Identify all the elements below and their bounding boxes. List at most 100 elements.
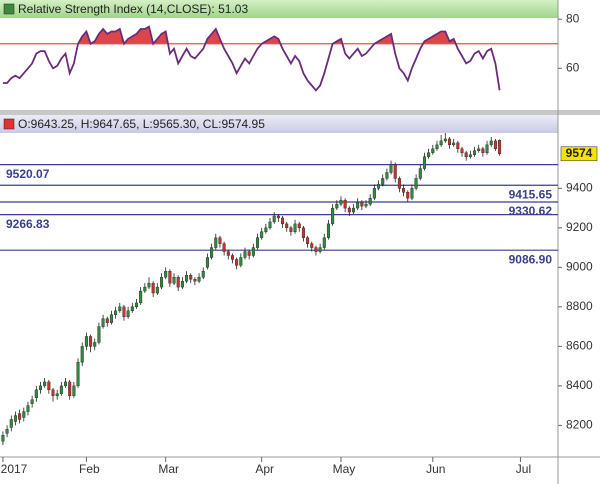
candle-body: [235, 259, 239, 266]
candle-body: [230, 255, 234, 260]
candle-body: [297, 223, 301, 229]
candle-body: [51, 389, 55, 396]
separator: [0, 110, 600, 115]
candle-body: [318, 247, 322, 252]
candle-body: [30, 399, 34, 404]
candle-body: [143, 286, 147, 292]
candle-body: [130, 306, 134, 312]
candle-body: [322, 237, 326, 248]
candle-body: [289, 227, 293, 232]
candle-body: [147, 282, 151, 288]
candle-body: [326, 223, 330, 238]
candle-body: [339, 199, 343, 205]
candle-body: [164, 271, 168, 278]
rsi-icon: [3, 3, 15, 15]
candle-body: [406, 192, 410, 199]
candle-body: [468, 154, 472, 157]
candle-body: [172, 277, 176, 284]
last-price-box: [560, 146, 598, 162]
candle-body: [176, 277, 180, 288]
candle-body: [243, 251, 247, 258]
candle-body: [105, 318, 109, 323]
candle-body: [385, 172, 389, 179]
candle-body: [122, 306, 126, 317]
candle-body: [410, 188, 414, 199]
candle-body: [268, 221, 272, 229]
level-label: 9086.90: [509, 252, 553, 266]
candle-body: [306, 237, 310, 244]
candle-body: [193, 278, 197, 282]
candle-body: [139, 290, 143, 304]
candle-body: [418, 168, 422, 179]
candle-body: [335, 203, 339, 209]
rsi-line: [2, 25, 501, 92]
price-header: [0, 115, 558, 133]
candle-body: [89, 336, 93, 347]
x-tick-label: Jul: [516, 462, 531, 476]
last-price-label: 9574: [566, 146, 593, 160]
candle-body: [256, 237, 260, 248]
y-tick-label: 60: [566, 60, 580, 74]
candle-body: [397, 178, 401, 189]
y-tick-label: 9200: [566, 220, 593, 234]
y-tick-label: 8400: [566, 378, 593, 392]
candle-body: [498, 140, 502, 154]
candle-body: [22, 411, 26, 418]
candle-body: [285, 223, 289, 229]
level-label: 9520.07: [6, 167, 50, 181]
candle-body: [218, 237, 222, 244]
candle-body: [64, 381, 68, 387]
candle-body: [460, 148, 464, 153]
candle-body: [109, 314, 113, 323]
candle-body: [76, 361, 80, 387]
level-label: 9415.65: [509, 187, 553, 201]
candle-body: [222, 243, 226, 252]
candle-body: [151, 282, 155, 294]
candle-body: [205, 257, 209, 268]
level-label: 9330.62: [509, 204, 553, 218]
candle-body: [68, 381, 72, 396]
candle-body: [13, 415, 17, 422]
candle-body: [47, 381, 51, 391]
candle-body: [364, 203, 368, 207]
candle-body: [422, 156, 426, 169]
x-tick-label: Mar: [158, 462, 179, 476]
y-tick-label: 9000: [566, 260, 593, 274]
candle-body: [456, 142, 460, 150]
candle-body: [402, 188, 406, 193]
candle-body: [264, 227, 268, 232]
candle-body: [301, 227, 305, 238]
candle-body: [38, 385, 42, 391]
candle-body: [18, 413, 22, 420]
candle-body: [343, 199, 347, 209]
candle-body: [1, 435, 5, 442]
candle-body: [134, 302, 138, 308]
candle-body: [464, 152, 468, 157]
candle-body: [427, 152, 431, 157]
candle-body: [210, 247, 214, 258]
candle-body: [93, 342, 97, 347]
level-label: 9266.83: [6, 217, 50, 231]
candle-body: [34, 389, 38, 398]
candle-body: [226, 251, 230, 256]
candle-body: [59, 385, 63, 394]
candle-body: [493, 140, 497, 150]
rsi-title: Relative Strength Index (14,CLOSE): 51.0…: [18, 2, 248, 16]
candle-body: [180, 280, 184, 288]
candle-body: [489, 140, 493, 146]
candle-body: [168, 271, 172, 284]
candle-body: [197, 277, 201, 282]
candle-body: [481, 148, 485, 153]
candle-body: [314, 247, 318, 252]
candle-body: [452, 142, 456, 146]
price-icon: [3, 118, 15, 130]
y-tick-label: 8600: [566, 339, 593, 353]
candle-body: [155, 286, 159, 294]
x-tick-label: Feb: [79, 462, 100, 476]
candle-body: [26, 405, 30, 412]
rsi-header: [0, 0, 558, 18]
candle-body: [260, 231, 264, 238]
candle-body: [393, 164, 397, 179]
candle-body: [276, 215, 280, 219]
candle-body: [368, 197, 372, 205]
